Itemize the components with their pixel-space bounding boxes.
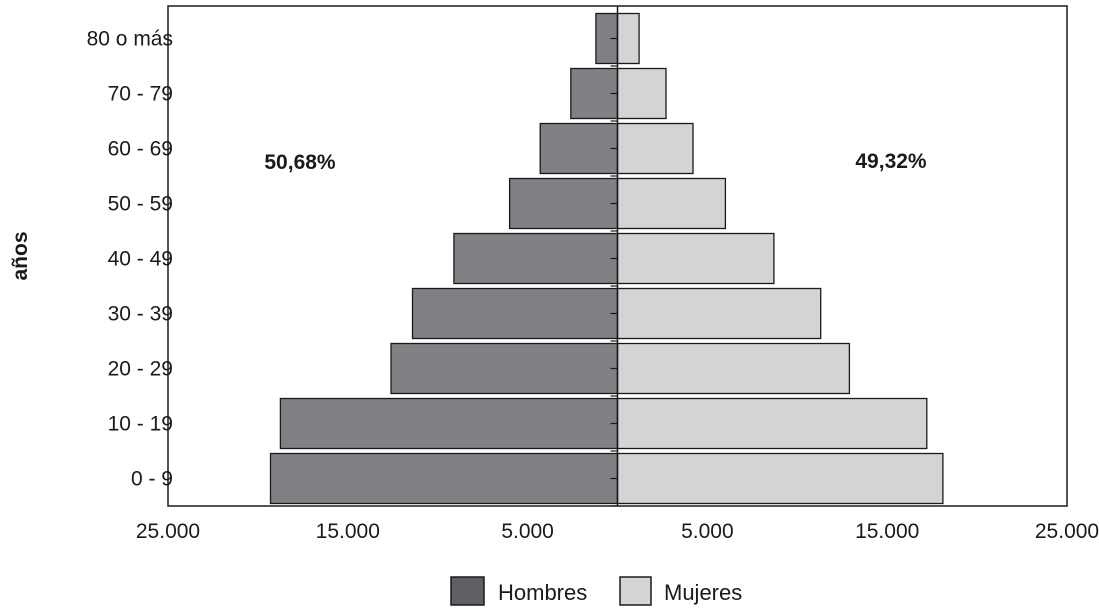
center-axis-ticks [610, 37, 618, 507]
legend-label-mujeres: Mujeres [664, 580, 742, 605]
y-axis-title: años [9, 231, 32, 280]
y-tick-label-70-79: 70 - 79 [108, 83, 173, 106]
y-tick-label-10-19: 10 - 19 [108, 413, 173, 436]
x-tick-labels: 25.000 15.000 5.000 5.000 15.000 25.000 [136, 520, 1099, 543]
bar-mujeres-80-o-m-s [616, 12, 640, 65]
bars-group [269, 12, 944, 505]
y-tick-label-0-9: 0 - 9 [131, 468, 173, 491]
legend: Hombres Mujeres [450, 576, 742, 606]
y-tick-label-80-o-m-s: 80 o más [87, 28, 173, 51]
y-tick-label-50-59: 50 - 59 [108, 193, 173, 216]
hombres-percentage-label: 50,68% [264, 151, 336, 174]
legend-label-hombres: Hombres [498, 580, 587, 605]
legend-swatch-mujeres [619, 576, 652, 606]
bar-hombres-40-49 [453, 232, 619, 285]
legend-swatch-hombres [450, 576, 485, 606]
bar-hombres-0-9 [269, 452, 619, 505]
bar-mujeres-20-29 [616, 342, 851, 395]
bar-mujeres-10-19 [616, 397, 928, 450]
bar-mujeres-30-39 [616, 287, 822, 340]
bar-mujeres-70-79 [616, 67, 667, 120]
y-tick-labels: 0 - 9 10 - 19 20 - 29 30 - 39 40 - 49 50 - 59… [87, 28, 173, 491]
bar-mujeres-60-69 [616, 122, 694, 175]
bar-hombres-70-79 [570, 67, 619, 120]
legend-item-mujeres: Mujeres [619, 576, 742, 606]
x-tick-label-0: 25.000 [136, 520, 200, 543]
y-tick-label-30-39: 30 - 39 [108, 303, 173, 326]
bar-hombres-30-39 [411, 287, 619, 340]
x-tick-label-1: 15.000 [316, 520, 380, 543]
x-tick-label-3: 5.000 [681, 520, 734, 543]
legend-item-hombres: Hombres [450, 576, 587, 606]
y-tick-label-60-69: 60 - 69 [108, 138, 173, 161]
bar-mujeres-50-59 [616, 177, 727, 230]
x-tick-label-4: 15.000 [855, 520, 919, 543]
x-tick-label-2: 5.000 [501, 520, 554, 543]
bar-hombres-50-59 [508, 177, 619, 230]
y-tick-label-40-49: 40 - 49 [108, 248, 173, 271]
x-tick-label-5: 25.000 [1035, 520, 1099, 543]
bar-hombres-10-19 [279, 397, 619, 450]
y-tick-label-20-29: 20 - 29 [108, 358, 173, 381]
bar-mujeres-0-9 [616, 452, 944, 505]
bar-hombres-20-29 [390, 342, 619, 395]
mujeres-percentage-label: 49,32% [855, 150, 927, 173]
bar-mujeres-40-49 [616, 232, 775, 285]
bar-hombres-60-69 [539, 122, 619, 175]
